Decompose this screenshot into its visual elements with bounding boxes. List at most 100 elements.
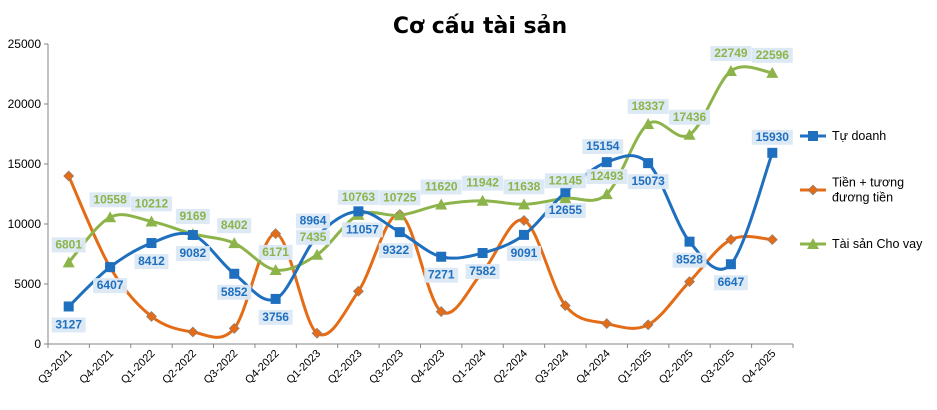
series-1-point: [684, 276, 695, 288]
data-label-text: 6647: [718, 275, 745, 289]
series-1-point: [352, 285, 364, 297]
series-0-point: [146, 238, 157, 249]
series-2-point: [517, 198, 530, 210]
data-label-bg: [134, 254, 169, 270]
data-label-bg: [462, 175, 504, 191]
data-label-text: 7435: [300, 230, 327, 244]
data-label-bg: [627, 98, 669, 114]
data-label-0: 3756: [258, 309, 293, 325]
series-2-point: [766, 66, 779, 78]
data-label-0: 5852: [217, 284, 252, 300]
data-label-bg: [51, 317, 86, 333]
data-label-text: 8528: [676, 253, 703, 267]
data-label-text: 9091: [511, 246, 538, 260]
data-label-text: 12655: [549, 203, 583, 217]
data-label-text: 8964: [300, 213, 327, 227]
data-label-bg: [503, 179, 545, 195]
data-label-0: 6647: [713, 275, 748, 291]
legend-label: Tài sản Cho vay: [832, 237, 923, 251]
data-label-bg: [130, 196, 172, 212]
data-label-2: 22749: [710, 46, 752, 62]
data-label-bg: [424, 267, 459, 283]
data-label-text: 10558: [93, 192, 127, 206]
series-0-point: [601, 157, 612, 168]
data-label-bg: [341, 222, 383, 238]
data-label-0: 8412: [134, 254, 169, 270]
data-label-text: 10725: [383, 190, 417, 204]
data-label-text: 15073: [631, 174, 665, 188]
series-2-point: [269, 263, 282, 275]
data-label-text: 3127: [55, 317, 82, 331]
data-label-0: 9082: [175, 246, 210, 262]
x-tick-label: Q2-2024: [491, 348, 530, 387]
data-label-bg: [713, 275, 748, 291]
data-label-text: 5852: [221, 285, 248, 299]
x-tick-label: Q4-2024: [574, 348, 613, 387]
series-0-point: [105, 262, 116, 273]
data-label-2: 10558: [89, 192, 131, 208]
series-1-point: [518, 214, 530, 226]
data-label-bg: [751, 47, 793, 63]
series-2-point: [228, 237, 241, 249]
data-label-text: 9169: [180, 209, 207, 223]
data-label-text: 8402: [221, 218, 248, 232]
legend-item-0: Tự doanh: [800, 129, 886, 143]
data-label-text: 3756: [262, 310, 289, 324]
data-label-0: 8528: [672, 252, 707, 268]
x-tick-label: Q3-2023: [367, 348, 406, 387]
data-label-text: 7271: [428, 268, 455, 282]
series-1-point: [559, 300, 571, 312]
y-tick-label: 5000: [14, 277, 41, 291]
data-label-0: 9091: [506, 246, 541, 261]
x-tick-label: Q4-2023: [409, 348, 448, 387]
y-tick-label: 10000: [8, 217, 42, 231]
data-label-2: 8402: [217, 218, 252, 234]
x-tick-label: Q2-2025: [657, 348, 696, 387]
data-label-bg: [51, 237, 86, 253]
data-label-2: 12145: [544, 173, 586, 189]
data-label-0: 15073: [627, 174, 669, 190]
legend-label: đương tiền: [832, 191, 893, 205]
data-label-text: 10212: [135, 196, 169, 210]
data-label-bg: [672, 252, 707, 268]
legend-label: Tiền + tương: [832, 176, 904, 190]
series-0-point: [518, 229, 529, 240]
data-label-bg: [582, 139, 624, 155]
series-1-point: [228, 322, 240, 334]
data-label-2: 11638: [503, 179, 545, 195]
series-0-point: [725, 259, 736, 270]
x-tick-label: Q1-2025: [616, 348, 655, 387]
series-2-point: [559, 192, 572, 204]
series-0-point: [767, 147, 778, 158]
series-0: [63, 147, 778, 312]
series-0-point: [684, 236, 695, 247]
series-0-point: [394, 227, 405, 238]
data-label-bg: [296, 213, 331, 229]
series-0-point: [270, 293, 281, 304]
data-label-bg: [420, 179, 462, 195]
chart-title: Cơ cấu tài sản: [393, 14, 567, 39]
series-1-line: [67, 175, 773, 339]
series-0-point: [436, 251, 447, 262]
x-tick-label: Q4-2022: [243, 348, 282, 387]
data-label-2: 6171: [258, 244, 293, 260]
data-label-text: 11942: [466, 176, 499, 190]
x-tick-label: Q3-2021: [36, 348, 75, 387]
series-1-point: [311, 327, 323, 339]
series-2-point: [600, 188, 613, 200]
series-2-point: [62, 256, 75, 268]
series-1-point: [435, 306, 447, 318]
data-label-bg: [669, 109, 711, 125]
x-tick-label: Q1-2024: [450, 348, 489, 387]
data-label-bg: [627, 174, 669, 190]
data-label-bg: [544, 173, 586, 189]
series-layer: [62, 65, 779, 339]
data-label-2: 10725: [379, 190, 421, 206]
data-label-bg: [378, 243, 413, 259]
x-tick-label: Q2-2022: [160, 348, 199, 387]
series-2-point: [642, 117, 655, 129]
series-1-point: [270, 228, 282, 240]
